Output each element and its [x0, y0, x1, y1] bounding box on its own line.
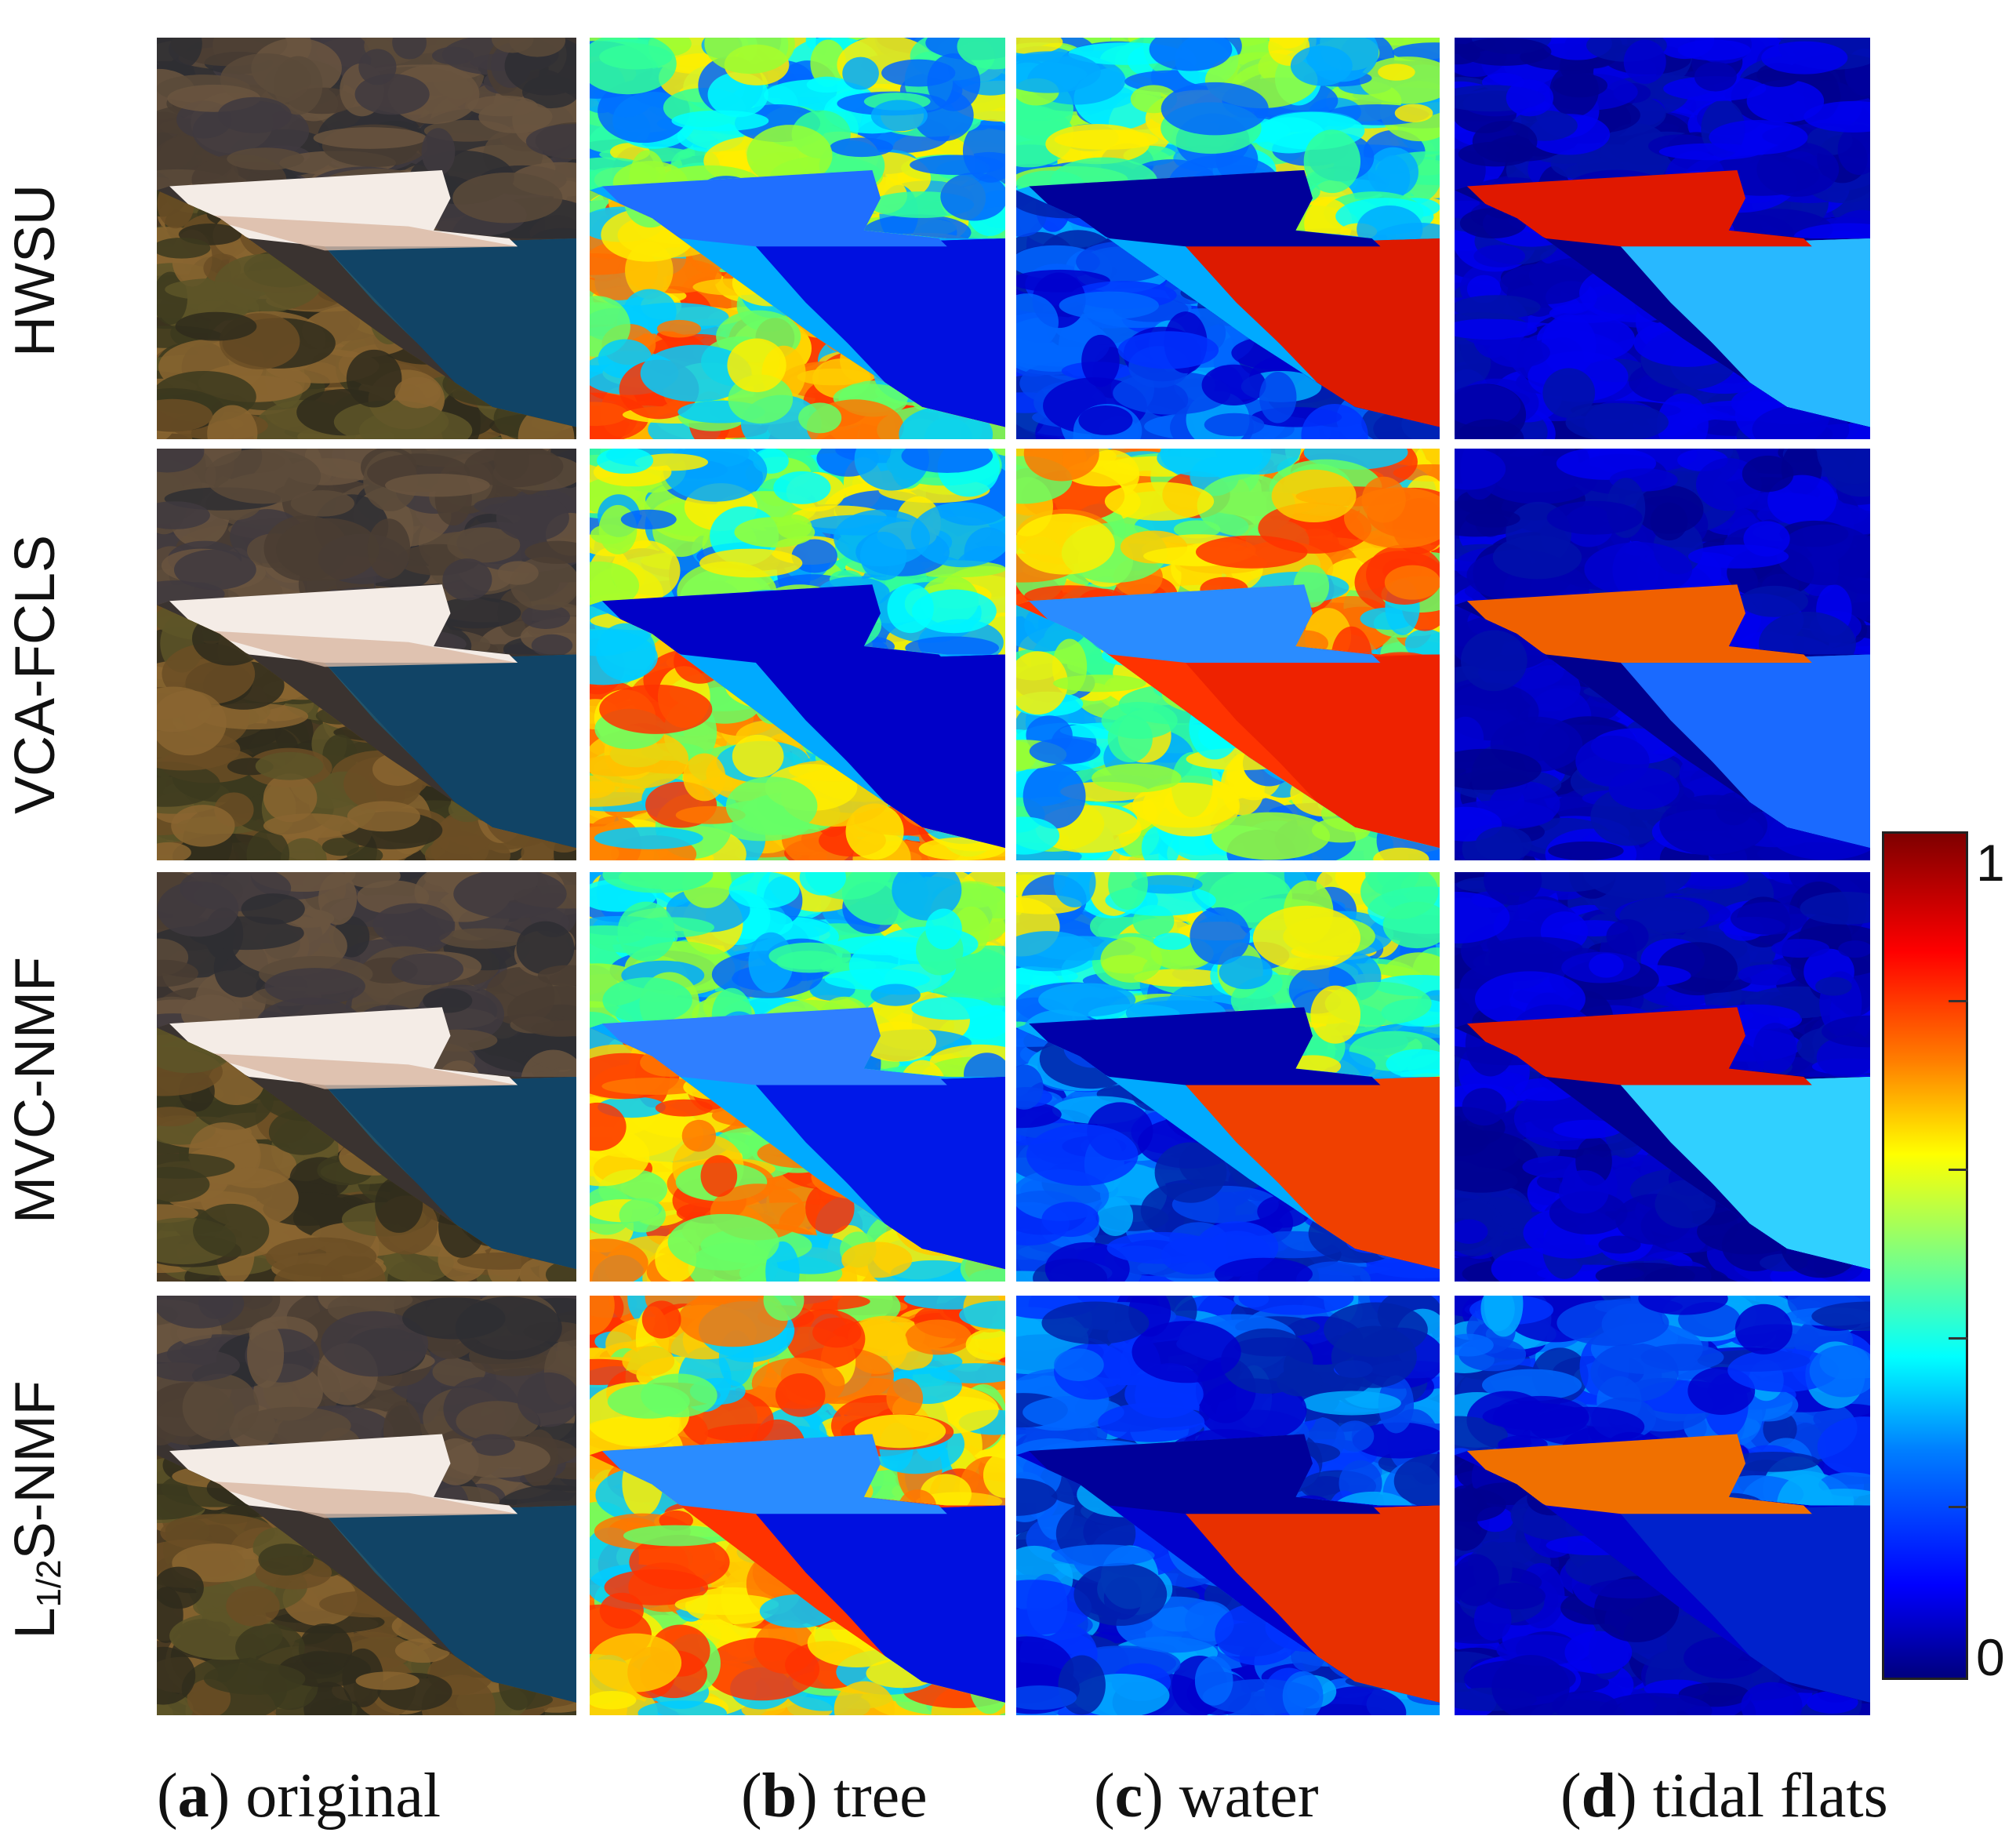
- column-label-water: (c) water: [1094, 1762, 1319, 1831]
- panel-graphic: [157, 449, 576, 860]
- row-label-hwsu: HWSU: [4, 184, 67, 357]
- panel-graphic: [590, 449, 1005, 860]
- row-label-vca-fcls: VCA-FCLS: [4, 534, 67, 815]
- panel-graphic: [1016, 872, 1440, 1282]
- abundance-map-panel: [1016, 449, 1440, 860]
- abundance-map-panel: [1455, 872, 1870, 1282]
- colorbar-tick: [1949, 1000, 1968, 1002]
- panel-graphic: [1016, 1296, 1440, 1715]
- abundance-map-panel: [590, 449, 1005, 860]
- panel-graphic: [1455, 38, 1870, 439]
- row-label-mvc-nmf: MVC-NMF: [4, 957, 67, 1223]
- panel-graphic: [590, 1296, 1005, 1715]
- column-label-original: (a) original: [157, 1762, 441, 1831]
- panel-graphic: [590, 38, 1005, 439]
- original-image-panel: [157, 1296, 576, 1715]
- panel-graphic: [1455, 1296, 1870, 1715]
- colorbar-max-label: 1: [1976, 834, 2005, 892]
- original-image-panel: [157, 872, 576, 1282]
- panel-graphic: [1016, 449, 1440, 860]
- abundance-map-panel: [1455, 38, 1870, 439]
- abundance-map-panel: [1455, 449, 1870, 860]
- original-image-panel: [157, 38, 576, 439]
- colorbar: [1882, 831, 1968, 1680]
- abundance-map-panel: [1016, 872, 1440, 1282]
- abundance-map-panel: [590, 872, 1005, 1282]
- colorbar-min-label: 0: [1976, 1628, 2005, 1686]
- panel-graphic: [1016, 38, 1440, 439]
- abundance-map-panel: [1455, 1296, 1870, 1715]
- panel-graphic: [157, 38, 576, 439]
- abundance-map-panel: [1016, 1296, 1440, 1715]
- column-label-tidal-flats: (d) tidal flats: [1560, 1762, 1888, 1831]
- panel-graphic: [157, 1296, 576, 1715]
- panel-graphic: [1455, 449, 1870, 860]
- original-image-panel: [157, 449, 576, 860]
- abundance-map-panel: [590, 38, 1005, 439]
- abundance-map-panel: [1016, 38, 1440, 439]
- panel-graphic: [157, 872, 576, 1282]
- row-label-l12s-nmf: L1/2S-NMF: [4, 1380, 68, 1639]
- colorbar-tick: [1949, 1169, 1968, 1171]
- colorbar-tick: [1949, 1337, 1968, 1340]
- abundance-map-panel: [590, 1296, 1005, 1715]
- panel-graphic: [1455, 872, 1870, 1282]
- column-label-tree: (b) tree: [741, 1762, 928, 1831]
- panel-graphic: [590, 872, 1005, 1282]
- colorbar-tick: [1949, 1506, 1968, 1508]
